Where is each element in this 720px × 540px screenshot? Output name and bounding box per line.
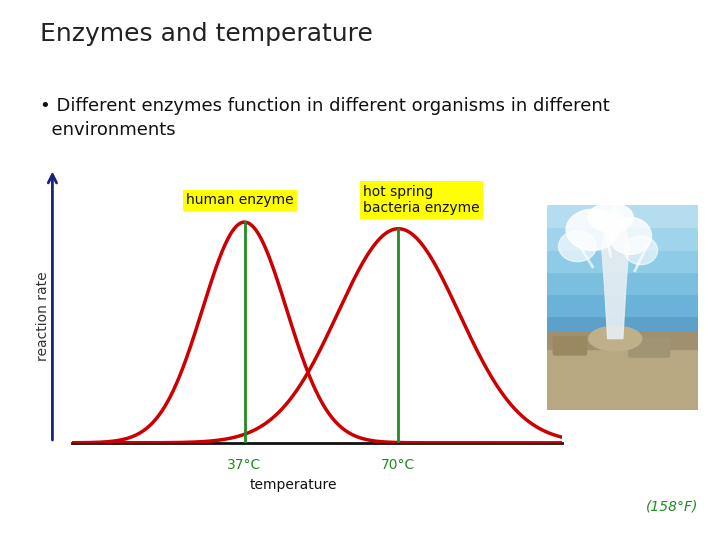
Bar xyxy=(547,316,698,339)
Bar xyxy=(547,272,698,294)
Bar xyxy=(547,205,698,227)
Bar xyxy=(547,249,698,272)
Ellipse shape xyxy=(624,236,657,265)
Text: human enzyme: human enzyme xyxy=(186,193,294,207)
Text: (158°F): (158°F) xyxy=(646,499,698,513)
Text: reaction rate: reaction rate xyxy=(35,271,50,361)
Text: 70°C: 70°C xyxy=(382,458,415,472)
Bar xyxy=(547,227,698,249)
FancyBboxPatch shape xyxy=(629,339,670,357)
Ellipse shape xyxy=(609,218,652,254)
Polygon shape xyxy=(602,205,629,339)
Bar xyxy=(547,339,698,410)
Ellipse shape xyxy=(566,210,619,251)
Bar xyxy=(547,333,698,349)
FancyBboxPatch shape xyxy=(553,336,587,355)
Bar xyxy=(547,294,698,316)
Ellipse shape xyxy=(588,203,634,232)
Text: Enzymes and temperature: Enzymes and temperature xyxy=(40,22,372,45)
Ellipse shape xyxy=(559,231,596,261)
Text: hot spring
bacteria enzyme: hot spring bacteria enzyme xyxy=(364,185,480,215)
Text: 37°C: 37°C xyxy=(228,458,261,472)
Text: • Different enzymes function in different organisms in different
  environments: • Different enzymes function in differen… xyxy=(40,97,609,139)
Ellipse shape xyxy=(589,326,642,351)
Text: temperature: temperature xyxy=(249,478,337,492)
